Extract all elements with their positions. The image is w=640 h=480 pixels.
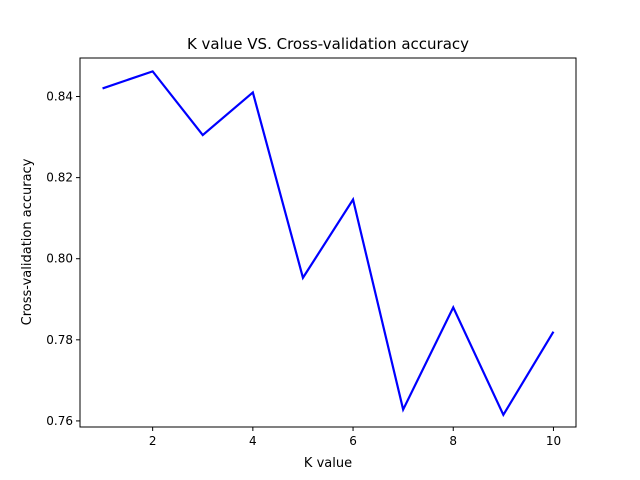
- chart-title: K value VS. Cross-validation accuracy: [187, 35, 469, 53]
- y-tick-label: 0.78: [46, 333, 73, 347]
- x-tick-label: 8: [449, 434, 457, 448]
- x-axis: 2 4 6 8 10: [149, 427, 561, 448]
- y-tick-label: 0.84: [46, 90, 73, 104]
- plot-area-frame: [79, 57, 577, 428]
- x-axis-label: K value: [304, 456, 352, 471]
- y-axis-label: Cross-validation accuracy: [20, 158, 35, 325]
- y-tick-label: 0.76: [46, 414, 73, 428]
- x-tick-label: 2: [149, 434, 157, 448]
- x-tick-label: 10: [546, 434, 561, 448]
- y-axis: 0.76 0.78 0.80 0.82 0.84: [46, 90, 80, 428]
- x-tick-label: 6: [349, 434, 357, 448]
- series-layer: [102, 70, 555, 418]
- series-line: [102, 70, 555, 418]
- y-tick-label: 0.82: [46, 171, 73, 185]
- y-tick-label: 0.80: [46, 252, 73, 266]
- x-tick-label: 4: [249, 434, 257, 448]
